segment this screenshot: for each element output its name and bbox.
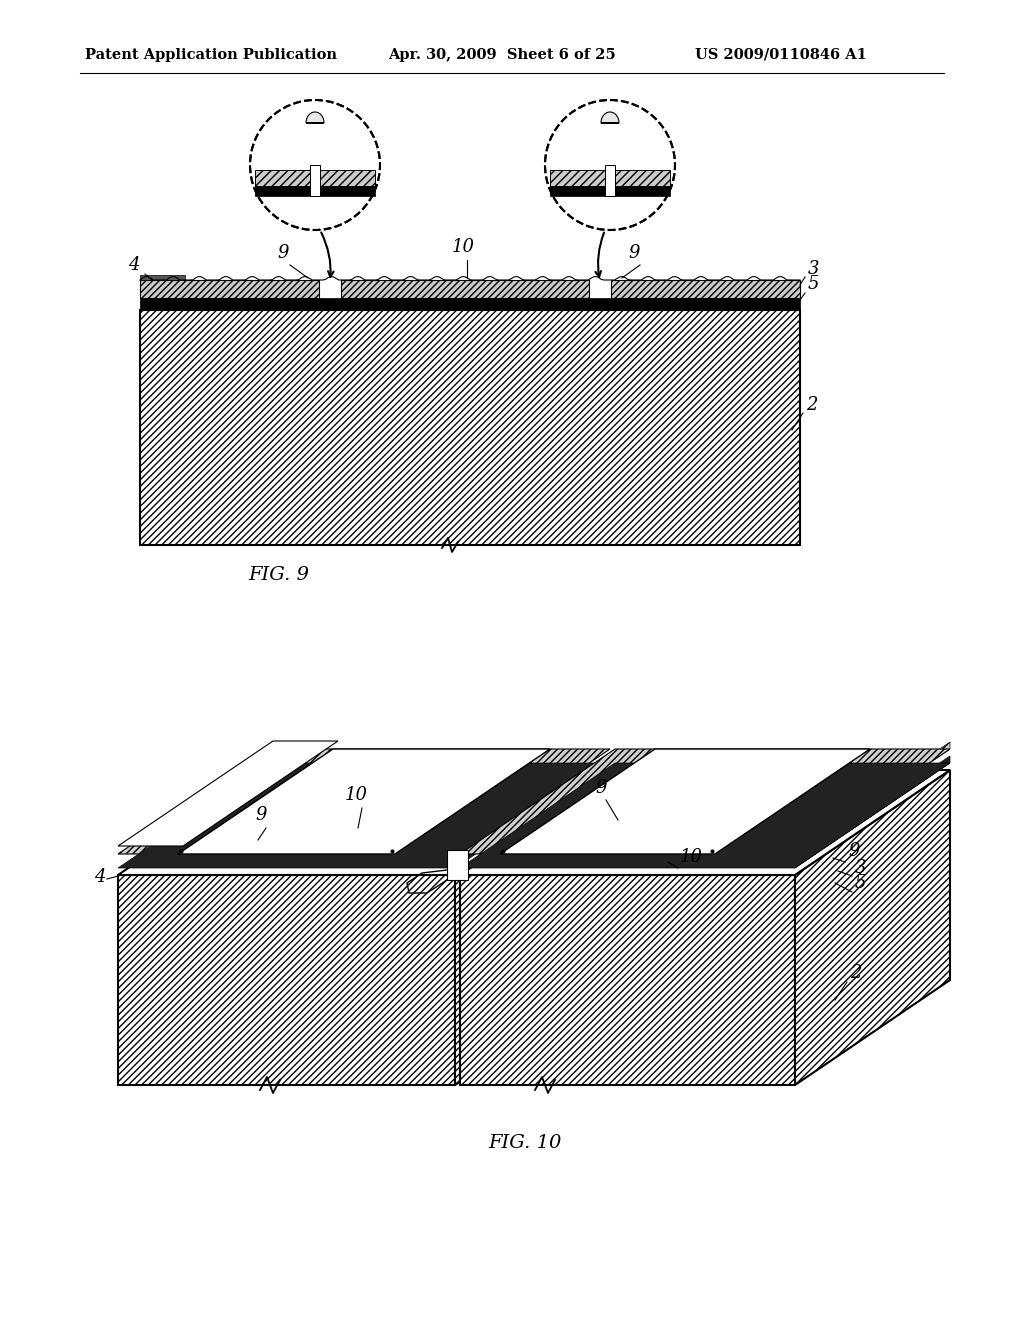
Polygon shape (550, 170, 605, 186)
Text: 4: 4 (94, 869, 105, 886)
Circle shape (545, 100, 675, 230)
Polygon shape (118, 770, 610, 875)
Text: 9: 9 (255, 807, 266, 824)
Text: 4: 4 (128, 256, 139, 275)
Polygon shape (118, 748, 610, 854)
Polygon shape (615, 186, 670, 195)
Text: 10: 10 (680, 847, 703, 866)
Polygon shape (140, 298, 800, 310)
Polygon shape (118, 875, 455, 1085)
Text: FIG. 9: FIG. 9 (248, 566, 309, 583)
Text: 2: 2 (806, 396, 817, 414)
Polygon shape (615, 170, 670, 186)
Text: 9: 9 (595, 779, 606, 797)
Polygon shape (455, 770, 610, 1085)
Polygon shape (460, 763, 950, 869)
Text: 3: 3 (855, 859, 866, 876)
Text: FIG. 10: FIG. 10 (488, 1134, 561, 1152)
Text: 9: 9 (278, 244, 289, 261)
Text: 5: 5 (808, 275, 819, 293)
Polygon shape (341, 280, 589, 298)
Text: US 2009/0110846 A1: US 2009/0110846 A1 (695, 48, 867, 62)
Polygon shape (319, 186, 375, 195)
Polygon shape (118, 741, 338, 846)
Polygon shape (447, 850, 468, 880)
Circle shape (250, 100, 380, 230)
Polygon shape (605, 165, 615, 195)
Text: 10: 10 (452, 238, 475, 256)
Polygon shape (500, 748, 870, 854)
Text: Apr. 30, 2009  Sheet 6 of 25: Apr. 30, 2009 Sheet 6 of 25 (388, 48, 615, 62)
Polygon shape (460, 770, 950, 875)
Polygon shape (795, 756, 950, 869)
Polygon shape (460, 748, 950, 854)
Text: 10: 10 (345, 785, 368, 804)
Polygon shape (140, 275, 185, 280)
Polygon shape (601, 112, 618, 123)
Polygon shape (310, 165, 319, 195)
Text: 9: 9 (848, 842, 859, 861)
Polygon shape (795, 770, 950, 1085)
Polygon shape (140, 310, 800, 545)
Polygon shape (319, 170, 375, 186)
Polygon shape (611, 280, 800, 298)
Polygon shape (460, 875, 795, 1085)
Text: Patent Application Publication: Patent Application Publication (85, 48, 337, 62)
Polygon shape (795, 742, 950, 854)
Text: 5: 5 (855, 874, 866, 892)
Polygon shape (118, 763, 610, 869)
Polygon shape (140, 280, 319, 298)
Polygon shape (255, 170, 310, 186)
Polygon shape (178, 748, 550, 854)
Text: 9: 9 (628, 244, 640, 261)
Polygon shape (550, 186, 605, 195)
Polygon shape (306, 112, 324, 123)
Text: 2: 2 (850, 964, 861, 982)
Polygon shape (255, 186, 310, 195)
Text: 3: 3 (808, 260, 819, 279)
